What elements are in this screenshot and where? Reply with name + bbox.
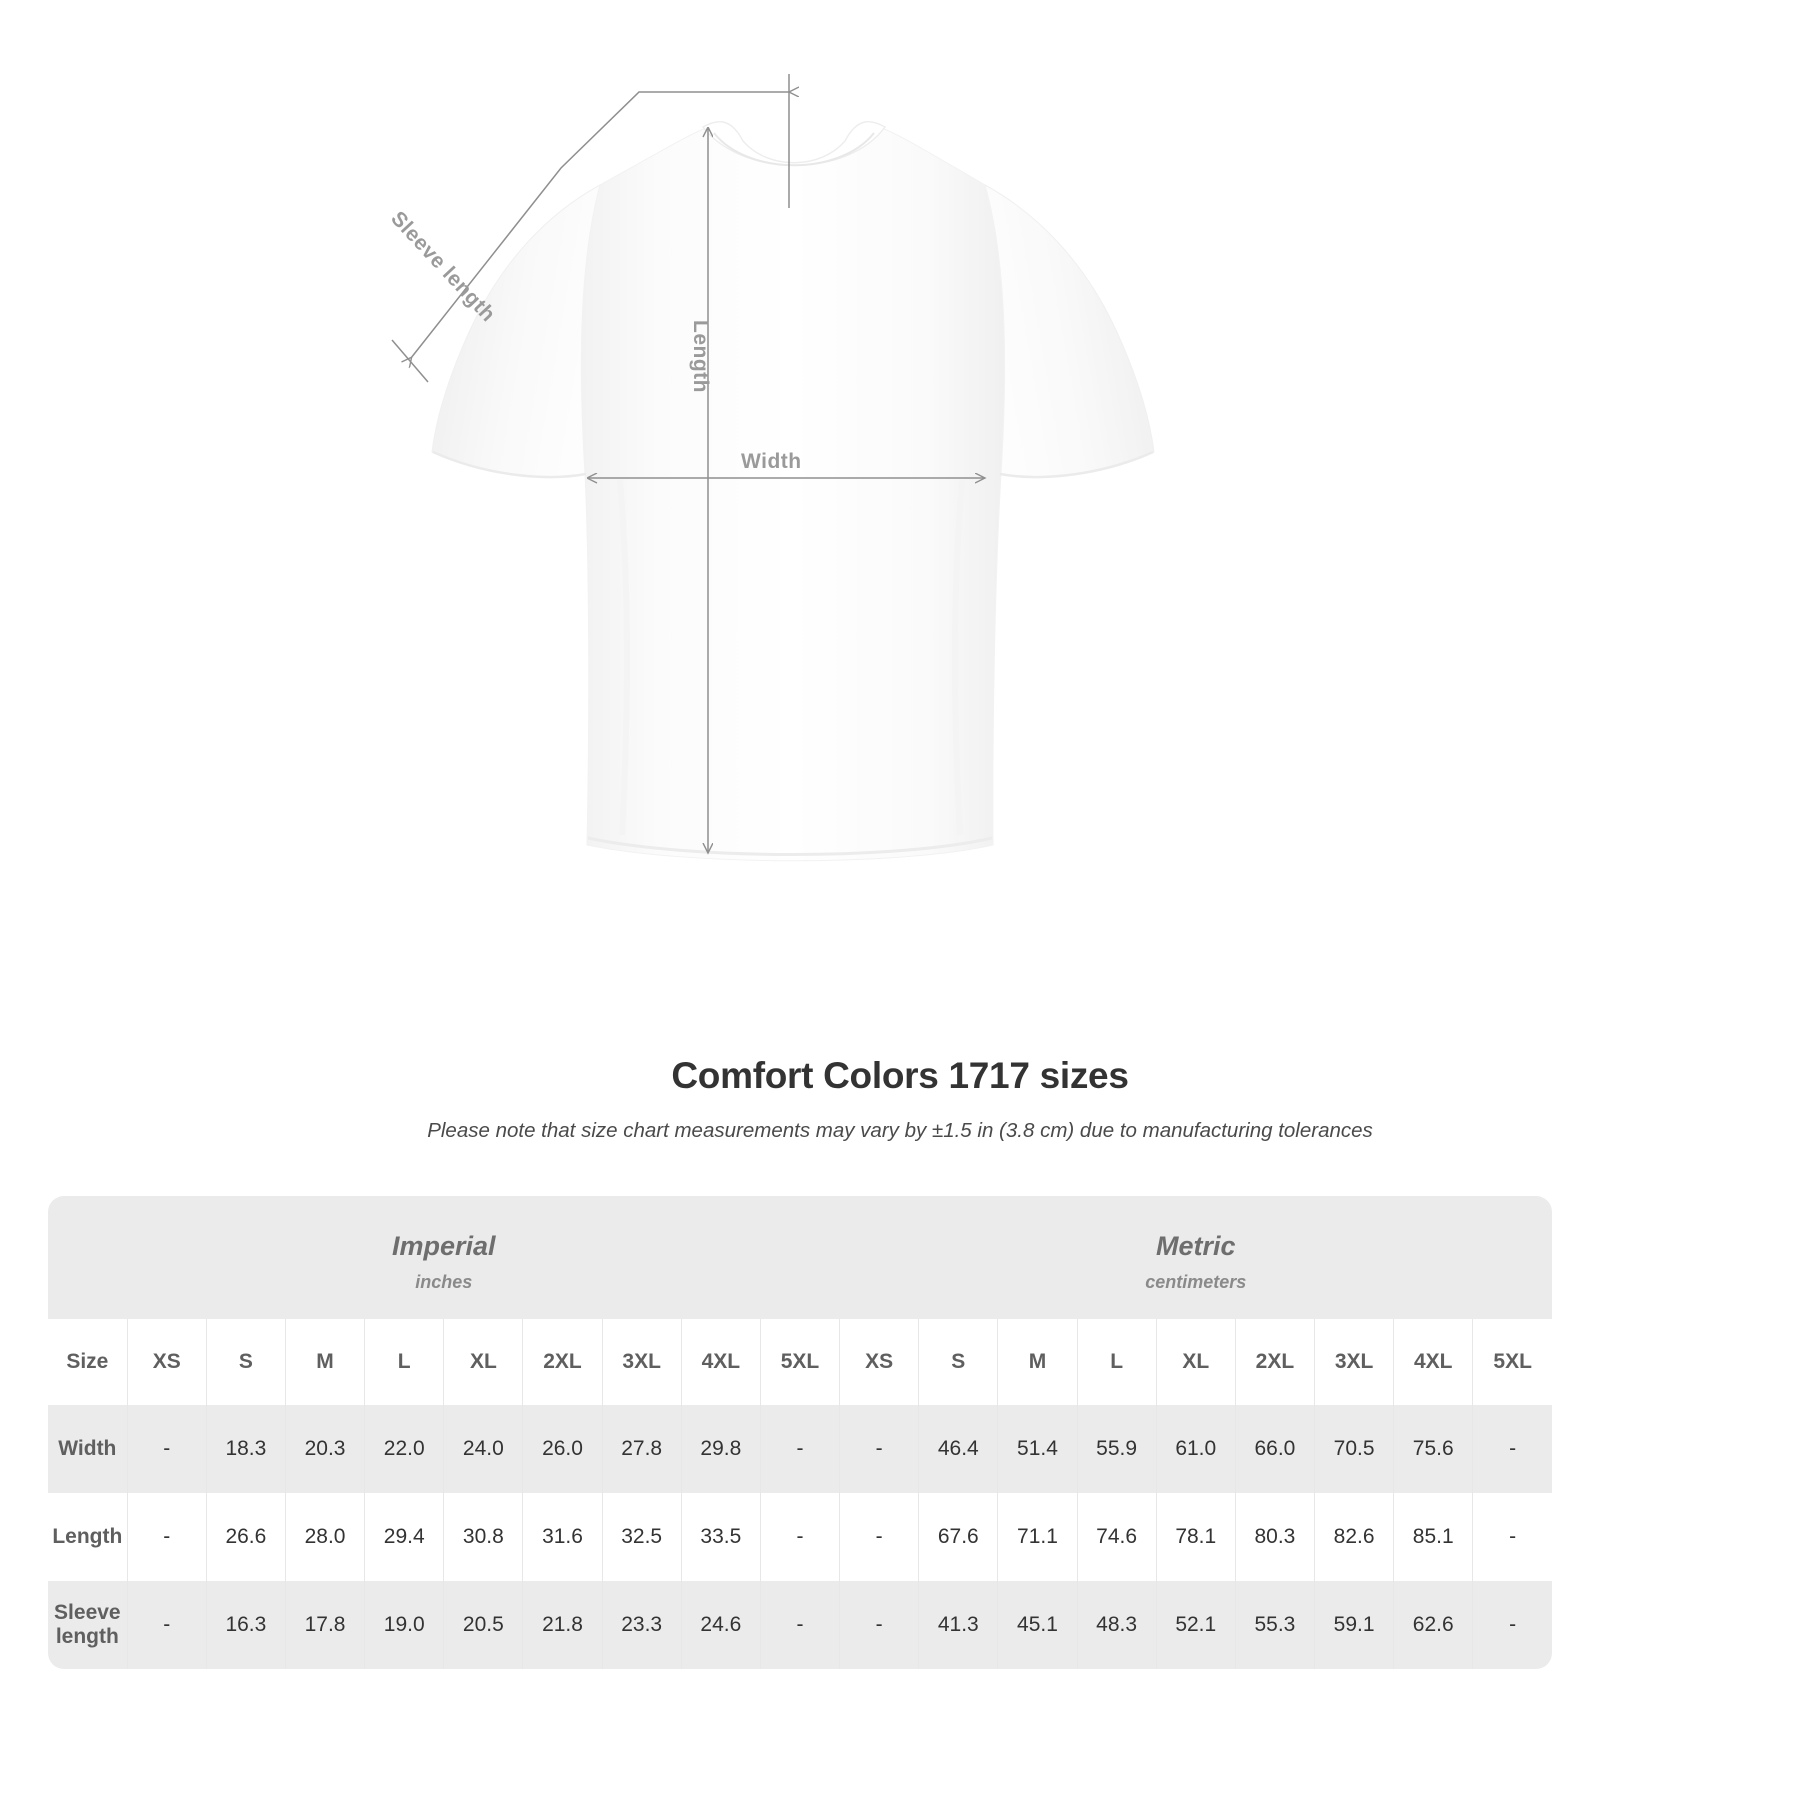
row-label-width: Width [48, 1404, 128, 1493]
size-header-imperial-xs: XS [127, 1318, 207, 1405]
unit-group-imperial: Imperial inches [48, 1196, 840, 1319]
row-label-length: Length [48, 1492, 128, 1581]
tshirt-shape [431, 121, 1155, 862]
cell-width-metric-4xl: 75.6 [1393, 1404, 1474, 1493]
cell-width-imperial-2xl: 26.0 [522, 1404, 603, 1493]
size-header-metric-2xl: 2XL [1235, 1318, 1316, 1405]
cell-width-imperial-m: 20.3 [285, 1404, 366, 1493]
cell-length-imperial-2xl: 31.6 [522, 1492, 603, 1581]
size-header-metric-3xl: 3XL [1314, 1318, 1395, 1405]
size-header-imperial-4xl: 4XL [681, 1318, 761, 1405]
cell-sleeve-metric-2xl: 55.3 [1235, 1580, 1316, 1669]
cell-width-metric-3xl: 70.5 [1314, 1404, 1395, 1493]
tshirt-diagram: Sleeve length Length Width [386, 74, 1155, 862]
size-header-metric-m: M [997, 1318, 1078, 1405]
size-header-imperial-xl: XL [443, 1318, 524, 1405]
size-header-metric-s: S [918, 1318, 999, 1405]
cell-length-imperial-s: 26.6 [206, 1492, 286, 1581]
cell-width-metric-l: 55.9 [1077, 1404, 1157, 1493]
cell-width-imperial-3xl: 27.8 [602, 1404, 682, 1493]
cell-sleeve-imperial-4xl: 24.6 [681, 1580, 761, 1669]
cell-length-imperial-5xl: - [760, 1492, 841, 1581]
page-title: Comfort Colors 1717 sizes [671, 1055, 1129, 1096]
cell-width-imperial-xl: 24.0 [443, 1404, 524, 1493]
length-dimension-label: Length [689, 320, 712, 393]
cell-sleeve-imperial-xl: 20.5 [443, 1580, 524, 1669]
cell-sleeve-metric-5xl: - [1472, 1580, 1552, 1669]
cell-sleeve-metric-4xl: 62.6 [1393, 1580, 1474, 1669]
unit-group-metric-name: Metric [1156, 1231, 1236, 1261]
size-header-imperial-3xl: 3XL [602, 1318, 682, 1405]
size-header-metric-xl: XL [1156, 1318, 1236, 1405]
cell-sleeve-metric-l: 48.3 [1077, 1580, 1157, 1669]
cell-sleeve-imperial-5xl: - [760, 1580, 841, 1669]
unit-group-imperial-name: Imperial [392, 1231, 496, 1261]
unit-group-row: Imperial inches Metric centimeters [48, 1196, 1552, 1319]
cell-width-metric-5xl: - [1472, 1404, 1552, 1493]
size-header-metric-5xl: 5XL [1472, 1318, 1552, 1405]
cell-width-metric-xl: 61.0 [1156, 1404, 1236, 1493]
cell-width-imperial-xs: - [127, 1404, 207, 1493]
width-dimension-label: Width [741, 450, 802, 473]
cell-sleeve-metric-xl: 52.1 [1156, 1580, 1236, 1669]
table-row: Length - 26.6 28.0 29.4 30.8 31.6 32.5 3… [48, 1492, 1552, 1581]
size-table: Imperial inches Metric centimeters Size [48, 1196, 1552, 1669]
size-header-metric-4xl: 4XL [1393, 1318, 1474, 1405]
cell-length-metric-s: 67.6 [918, 1492, 999, 1581]
cell-sleeve-imperial-l: 19.0 [364, 1580, 445, 1669]
cell-length-imperial-4xl: 33.5 [681, 1492, 761, 1581]
size-header-imperial-s: S [206, 1318, 286, 1405]
cell-length-metric-m: 71.1 [997, 1492, 1078, 1581]
cell-width-metric-2xl: 66.0 [1235, 1404, 1316, 1493]
cell-length-metric-4xl: 85.1 [1393, 1492, 1474, 1581]
unit-group-metric: Metric centimeters [839, 1196, 1552, 1319]
cell-length-imperial-xs: - [127, 1492, 207, 1581]
size-header-row: Size XS S M L XL 2XL 3XL 4XL 5XL XS S M … [48, 1318, 1552, 1405]
cell-length-imperial-3xl: 32.5 [602, 1492, 682, 1581]
cell-length-metric-3xl: 82.6 [1314, 1492, 1395, 1581]
cell-sleeve-metric-xs: - [839, 1580, 920, 1669]
unit-group-metric-unit: centimeters [1145, 1271, 1247, 1292]
size-header-label: Size [48, 1318, 128, 1405]
cell-sleeve-imperial-m: 17.8 [285, 1580, 366, 1669]
tshirt-illustration-svg [391, 74, 1155, 862]
cell-width-imperial-l: 22.0 [364, 1404, 445, 1493]
cell-length-imperial-m: 28.0 [285, 1492, 366, 1581]
cell-length-metric-2xl: 80.3 [1235, 1492, 1316, 1581]
cell-sleeve-imperial-3xl: 23.3 [602, 1580, 682, 1669]
cell-width-imperial-s: 18.3 [206, 1404, 286, 1493]
table-row: Width - 18.3 20.3 22.0 24.0 26.0 27.8 29… [48, 1404, 1552, 1493]
cell-length-metric-xl: 78.1 [1156, 1492, 1236, 1581]
size-table-wrapper: Imperial inches Metric centimeters Size [48, 1196, 1752, 1669]
size-header-imperial-5xl: 5XL [760, 1318, 841, 1405]
size-header-imperial-2xl: 2XL [522, 1318, 603, 1405]
cell-width-metric-m: 51.4 [997, 1404, 1078, 1493]
size-header-imperial-l: L [364, 1318, 445, 1405]
table-row: Sleeve length - 16.3 17.8 19.0 20.5 21.8… [48, 1580, 1552, 1669]
cell-width-imperial-5xl: - [760, 1404, 841, 1493]
cell-length-metric-l: 74.6 [1077, 1492, 1157, 1581]
cell-sleeve-metric-3xl: 59.1 [1314, 1580, 1395, 1669]
size-header-imperial-m: M [285, 1318, 366, 1405]
cell-sleeve-imperial-2xl: 21.8 [522, 1580, 603, 1669]
cell-length-imperial-xl: 30.8 [443, 1492, 524, 1581]
size-header-metric-l: L [1077, 1318, 1157, 1405]
page-subtitle: Please note that size chart measurements… [427, 1119, 1373, 1142]
cell-sleeve-imperial-s: 16.3 [206, 1580, 286, 1669]
cell-length-metric-xs: - [839, 1492, 920, 1581]
cell-width-metric-xs: - [839, 1404, 920, 1493]
cell-length-imperial-l: 29.4 [364, 1492, 445, 1581]
heading-block: Comfort Colors 1717 sizes Please note th… [0, 1055, 1800, 1143]
cell-width-metric-s: 46.4 [918, 1404, 999, 1493]
row-label-sleeve-length: Sleeve length [48, 1580, 128, 1669]
unit-group-imperial-unit: inches [415, 1271, 473, 1292]
size-header-metric-xs: XS [839, 1318, 920, 1405]
cell-width-imperial-4xl: 29.8 [681, 1404, 761, 1493]
cell-sleeve-metric-s: 41.3 [918, 1580, 999, 1669]
cell-sleeve-imperial-xs: - [127, 1580, 207, 1669]
cell-length-metric-5xl: - [1472, 1492, 1552, 1581]
cell-sleeve-metric-m: 45.1 [997, 1580, 1078, 1669]
dimension-lines [391, 74, 984, 852]
